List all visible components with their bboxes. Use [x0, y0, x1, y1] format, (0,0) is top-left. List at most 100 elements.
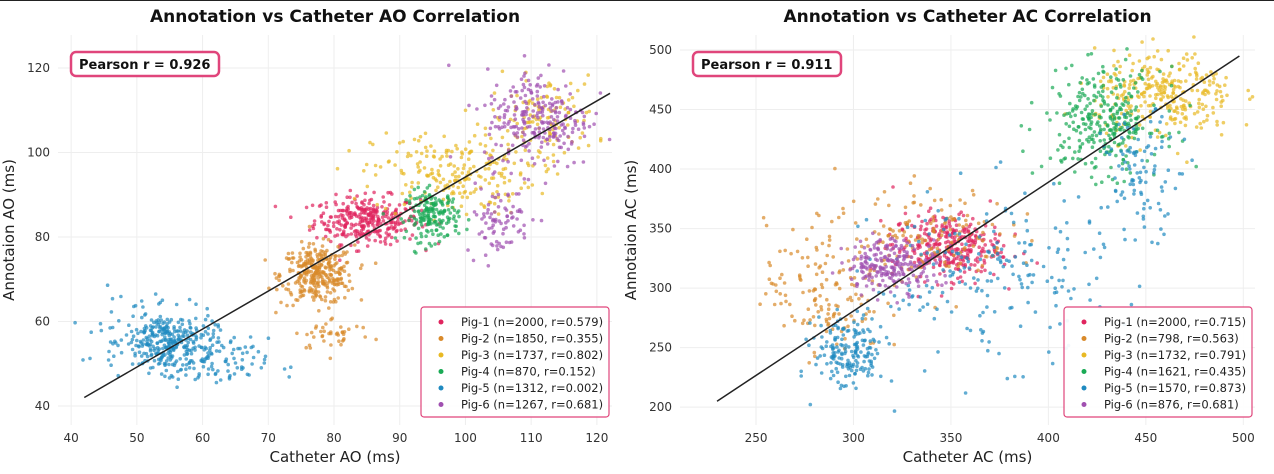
data-point	[808, 402, 813, 407]
data-point	[492, 170, 497, 174]
data-point	[149, 318, 154, 322]
data-point	[213, 322, 217, 327]
data-point	[950, 249, 955, 254]
data-point	[1102, 138, 1106, 142]
data-point	[492, 229, 497, 234]
data-point	[964, 223, 969, 227]
data-point	[400, 191, 405, 196]
data-point	[232, 372, 237, 376]
data-point	[456, 167, 460, 171]
data-point	[1058, 229, 1063, 234]
data-point	[461, 184, 466, 188]
data-point	[1155, 49, 1160, 53]
data-point	[827, 243, 831, 248]
data-point	[891, 185, 895, 189]
data-point	[491, 108, 496, 112]
data-point	[1083, 107, 1087, 112]
data-point	[305, 262, 310, 266]
data-point	[479, 187, 483, 191]
data-point	[1139, 75, 1144, 80]
data-point	[854, 386, 858, 391]
data-point	[979, 269, 983, 274]
data-point	[905, 252, 909, 257]
data-point	[804, 337, 808, 342]
data-point	[545, 95, 550, 99]
data-point	[840, 352, 844, 357]
data-point	[429, 244, 434, 248]
data-point	[554, 95, 559, 100]
data-point	[992, 245, 996, 249]
data-point	[424, 154, 429, 158]
data-point	[300, 264, 304, 268]
data-point	[492, 97, 497, 102]
y-tick-label: 80	[35, 230, 50, 244]
data-point	[892, 269, 896, 273]
data-point	[900, 227, 905, 231]
data-point	[1152, 167, 1157, 172]
data-point	[881, 240, 885, 244]
data-point	[445, 154, 449, 158]
data-point	[863, 338, 867, 343]
data-point	[519, 186, 523, 190]
data-point	[371, 203, 376, 208]
data-point	[923, 238, 928, 243]
data-point	[582, 134, 587, 139]
data-point	[378, 221, 383, 226]
data-point	[433, 203, 438, 207]
data-point	[832, 354, 836, 359]
data-point	[1123, 99, 1128, 104]
data-point	[1146, 70, 1150, 75]
data-point	[846, 259, 851, 263]
data-point	[873, 202, 878, 206]
data-point	[1120, 167, 1125, 171]
data-point	[410, 233, 415, 237]
data-point	[163, 353, 167, 357]
data-point	[354, 201, 358, 206]
data-point	[472, 210, 477, 214]
data-point	[452, 208, 457, 212]
data-point	[861, 343, 866, 347]
data-point	[384, 231, 389, 235]
data-point	[402, 235, 407, 240]
data-point	[942, 227, 946, 232]
data-point	[901, 272, 906, 277]
data-point	[1139, 190, 1143, 195]
data-point	[466, 248, 470, 252]
data-point	[371, 142, 375, 147]
data-point	[348, 216, 352, 220]
data-point	[164, 368, 169, 373]
data-point	[797, 273, 802, 278]
legend-entry: Pig-1 (n=2000, r=0.715)	[1104, 315, 1246, 329]
data-point	[373, 238, 378, 243]
data-point	[784, 299, 788, 304]
data-point	[312, 298, 316, 302]
data-point	[312, 283, 317, 288]
data-point	[949, 260, 953, 265]
data-point	[1142, 225, 1147, 229]
data-point	[156, 362, 161, 366]
data-point	[1079, 95, 1083, 99]
data-point	[168, 332, 173, 336]
data-point	[1115, 181, 1120, 185]
data-point	[552, 164, 557, 168]
data-point	[1159, 57, 1164, 62]
data-point	[883, 284, 888, 288]
data-point	[515, 131, 520, 135]
data-point	[422, 218, 426, 222]
data-point	[887, 253, 892, 258]
data-point	[886, 233, 891, 238]
data-point	[559, 123, 564, 127]
data-point	[330, 316, 335, 321]
data-point	[918, 308, 922, 313]
data-point	[327, 331, 331, 336]
data-point	[499, 221, 503, 226]
data-point	[368, 140, 372, 145]
data-point	[542, 158, 546, 163]
data-point	[1092, 247, 1096, 251]
data-point	[220, 343, 224, 348]
data-point	[835, 345, 839, 349]
data-point	[829, 361, 833, 365]
data-point	[180, 334, 185, 338]
data-point	[1105, 123, 1110, 127]
data-point	[559, 145, 563, 150]
